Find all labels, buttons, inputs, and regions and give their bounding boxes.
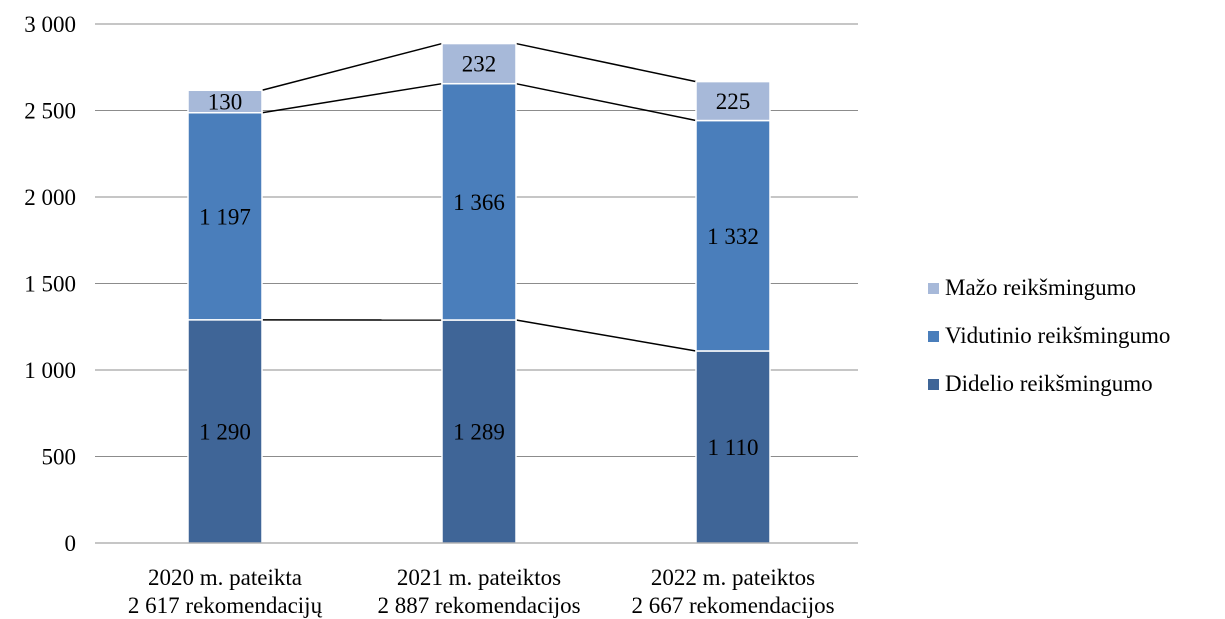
y-tick-label: 2 500 bbox=[24, 99, 76, 124]
bar-segment bbox=[187, 111, 263, 321]
data-label: 1 290 bbox=[199, 419, 251, 444]
series-line bbox=[515, 82, 697, 122]
legend-item: Mažo reikšmingumo bbox=[928, 264, 1170, 312]
series-line bbox=[261, 42, 443, 91]
y-tick-label: 3 000 bbox=[24, 12, 76, 37]
legend-item: Vidutinio reikšmingumo bbox=[928, 312, 1170, 360]
legend-swatch bbox=[928, 378, 939, 390]
data-label: 1 110 bbox=[708, 435, 759, 460]
data-label: 1 332 bbox=[707, 224, 759, 249]
x-tick-label: 2020 m. pateikta bbox=[148, 565, 302, 590]
bar-segment bbox=[695, 350, 771, 544]
data-label: 1 366 bbox=[453, 190, 505, 215]
data-label: 130 bbox=[208, 90, 243, 115]
x-tick-label: 2021 m. pateiktos bbox=[397, 565, 561, 590]
data-label: 1 197 bbox=[199, 204, 251, 229]
y-tick-label: 1 000 bbox=[24, 358, 76, 383]
legend-label: Mažo reikšmingumo bbox=[945, 275, 1136, 300]
legend-item: Didelio reikšmingumo bbox=[928, 360, 1170, 408]
x-tick-label: 2 667 rekomendacijos bbox=[631, 593, 834, 618]
legend-swatch bbox=[928, 330, 939, 342]
y-tick-label: 1 500 bbox=[24, 272, 76, 297]
x-axis-ticks: 2020 m. pateikta 2 617 rekomendacijų 2021 … bbox=[128, 565, 835, 618]
series-line bbox=[515, 42, 697, 83]
data-label: 232 bbox=[462, 52, 497, 77]
legend-label: Didelio reikšmingumo bbox=[945, 371, 1153, 396]
y-tick-label: 500 bbox=[42, 445, 77, 470]
bar-segment bbox=[695, 119, 771, 352]
y-axis-ticks: 0 500 1 000 1 500 2 000 2 500 3 000 bbox=[24, 12, 76, 556]
data-label: 1 289 bbox=[453, 420, 505, 445]
data-label: 225 bbox=[716, 89, 751, 114]
bar-segment bbox=[441, 82, 517, 321]
legend-label: Vidutinio reikšmingumo bbox=[945, 323, 1171, 348]
bar-segment bbox=[187, 319, 263, 544]
legend: Mažo reikšmingumo Vidutinio reikšmingumo D… bbox=[928, 264, 1170, 408]
series-line bbox=[261, 82, 443, 114]
x-tick-label: 2 617 rekomendacijų bbox=[128, 593, 323, 618]
x-tick-label: 2022 m. pateiktos bbox=[651, 565, 815, 590]
y-tick-label: 2 000 bbox=[24, 185, 76, 210]
bar-segment bbox=[441, 42, 517, 85]
x-tick-label: 2 887 rekomendacijos bbox=[377, 593, 580, 618]
series-line bbox=[515, 319, 697, 352]
bars: 1 290 1 197 130 1 289 1 366 232 1 110 1 332 225 bbox=[187, 42, 771, 544]
legend-swatch bbox=[928, 282, 939, 294]
series-lines bbox=[261, 42, 697, 352]
bar-segment bbox=[187, 89, 263, 114]
y-tick-label: 0 bbox=[65, 531, 77, 556]
bar-segment bbox=[695, 80, 771, 122]
